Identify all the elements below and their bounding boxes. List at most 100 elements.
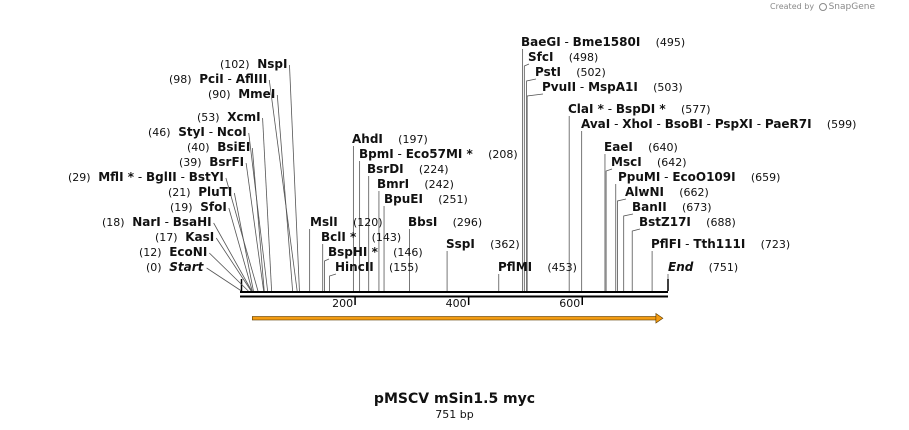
tick-label: 200 xyxy=(332,297,353,310)
site-label-psti[interactable]: PstI (502) xyxy=(535,65,606,79)
site-label-xcmi[interactable]: (53) XcmI xyxy=(197,110,261,124)
site-label-kasi[interactable]: (17) KasI xyxy=(155,230,214,244)
site-label-bsiei[interactable]: (40) BsiEI xyxy=(187,140,250,154)
enzyme-name: AlwNI xyxy=(625,185,664,199)
enzyme-name: BstYI xyxy=(189,170,224,184)
site-label-baegi[interactable]: BaeGI - Bme1580I (495) xyxy=(521,35,685,49)
feature-arrow-body[interactable] xyxy=(251,316,658,321)
site-label-nspi[interactable]: (102) NspI xyxy=(220,57,287,71)
site-label-pflmi[interactable]: PflMI (453) xyxy=(498,260,577,274)
site-leader-line xyxy=(329,273,337,291)
site-label-avai[interactable]: AvaI - XhoI - BsoBI - PspXI - PaeR7I (59… xyxy=(581,117,856,131)
gap xyxy=(553,50,568,64)
enzyme-name: BpmI xyxy=(359,147,394,161)
site-label-clai[interactable]: ClaI * - BspDI * (577) xyxy=(568,102,711,116)
site-label-ppumi[interactable]: PpuMI - EcoO109I (659) xyxy=(618,170,780,184)
enzyme-name: EaeI xyxy=(604,140,633,154)
site-leader-line xyxy=(631,228,641,291)
gap xyxy=(250,57,258,71)
gap xyxy=(125,215,133,229)
enzyme-name: BspDI * xyxy=(616,102,666,116)
site-label-pvuii[interactable]: PvuII - MspA1I (503) xyxy=(542,80,683,94)
enzyme-name: EcoNI xyxy=(169,245,207,259)
site-label-econi[interactable]: (12) EcoNI xyxy=(139,245,207,259)
tick-label: 600 xyxy=(559,297,580,310)
site-leader-line xyxy=(289,64,300,292)
site-label-bmri[interactable]: BmrI (242) xyxy=(377,177,454,191)
enzyme-name: SspI xyxy=(446,237,475,251)
site-label-nari[interactable]: (18) NarI - BsaHI xyxy=(102,215,212,229)
site-label-bbsi[interactable]: BbsI (296) xyxy=(408,215,482,229)
site-label-bpuei[interactable]: BpuEI (251) xyxy=(384,192,468,206)
site-label-pcii[interactable]: (98) PciI - AflIII xyxy=(169,72,267,86)
enzyme-name: BmrI xyxy=(377,177,409,191)
site-label-bpmi[interactable]: BpmI - Eco57MI * (208) xyxy=(359,147,518,161)
gap xyxy=(404,162,419,176)
site-label-bsrdi[interactable]: BsrDI (224) xyxy=(367,162,449,176)
site-label-pluti[interactable]: (21) PluTI xyxy=(168,185,232,199)
gap xyxy=(736,170,751,184)
gap xyxy=(642,155,657,169)
gap xyxy=(338,215,353,229)
site-label-msci[interactable]: MscI (642) xyxy=(611,155,687,169)
name-separator: - xyxy=(610,117,622,131)
site-position: (40) xyxy=(187,141,210,154)
site-position: (642) xyxy=(657,156,687,169)
enzyme-name: MmeI xyxy=(238,87,275,101)
enzyme-name: NcoI xyxy=(217,125,247,139)
dna-backbone xyxy=(240,291,668,298)
site-label-end[interactable]: End (751) xyxy=(668,260,738,274)
enzyme-name: BclI * xyxy=(321,230,357,244)
site-position: (453) xyxy=(547,261,577,274)
site-position: (662) xyxy=(679,186,709,199)
gap xyxy=(91,170,99,184)
gap xyxy=(666,102,681,116)
site-label-mmei[interactable]: (90) MmeI xyxy=(208,87,275,101)
enzyme-name: PspXI xyxy=(715,117,753,131)
site-label-mfli[interactable]: (29) MflI * - BglII - BstYI xyxy=(68,170,224,184)
site-label-msli[interactable]: MslI (120) xyxy=(310,215,383,229)
gap xyxy=(664,185,679,199)
name-separator: - xyxy=(561,35,573,49)
snapgene-logo-icon xyxy=(818,2,827,11)
site-position: (640) xyxy=(648,141,678,154)
site-position: (502) xyxy=(576,66,606,79)
enzyme-name: BsaHI xyxy=(173,215,212,229)
site-label-sfci[interactable]: SfcI (498) xyxy=(528,50,598,64)
site-position: (0) xyxy=(146,261,162,274)
enzyme-name: BanII xyxy=(632,200,667,214)
site-label-alwni[interactable]: AlwNI (662) xyxy=(625,185,709,199)
feature-arrow-head[interactable] xyxy=(655,312,664,324)
site-label-bstz17i[interactable]: BstZ17I (688) xyxy=(639,215,736,229)
site-position: (102) xyxy=(220,58,250,71)
site-label-styi[interactable]: (46) StyI - NcoI xyxy=(148,125,247,139)
gap xyxy=(745,237,760,251)
site-label-sspi[interactable]: SspI (362) xyxy=(446,237,520,251)
enzyme-name: BspHI * xyxy=(328,245,379,259)
site-leader-line xyxy=(605,168,613,291)
site-label-start[interactable]: (0) Start xyxy=(146,260,205,274)
gap xyxy=(437,215,452,229)
site-label-banii[interactable]: BanII (673) xyxy=(632,200,712,214)
gap xyxy=(178,230,186,244)
site-label-ahdi[interactable]: AhdI (197) xyxy=(352,132,428,146)
gap xyxy=(192,72,200,86)
gap xyxy=(162,260,170,274)
site-label-eaei[interactable]: EaeI (640) xyxy=(604,140,678,154)
gap xyxy=(693,260,708,274)
enzyme-name: StyI xyxy=(178,125,205,139)
site-leader-line xyxy=(215,237,252,292)
gap xyxy=(162,245,170,259)
enzyme-name: NarI xyxy=(132,215,161,229)
site-label-pflfi[interactable]: PflFI - Tth111I (723) xyxy=(651,237,790,251)
enzyme-name: BbsI xyxy=(408,215,437,229)
site-label-hincii[interactable]: HincII (155) xyxy=(335,260,419,274)
site-label-bsphi[interactable]: BspHI * (146) xyxy=(328,245,423,259)
site-position: (90) xyxy=(208,88,231,101)
site-label-bsrfi[interactable]: (39) BsrFI xyxy=(179,155,244,169)
site-label-bcli[interactable]: BclI * (143) xyxy=(321,230,401,244)
enzyme-name: BsrFI xyxy=(209,155,244,169)
enzyme-name: BglII xyxy=(146,170,177,184)
site-label-sfoi[interactable]: (19) SfoI xyxy=(170,200,227,214)
enzyme-name: PciI xyxy=(199,72,224,86)
